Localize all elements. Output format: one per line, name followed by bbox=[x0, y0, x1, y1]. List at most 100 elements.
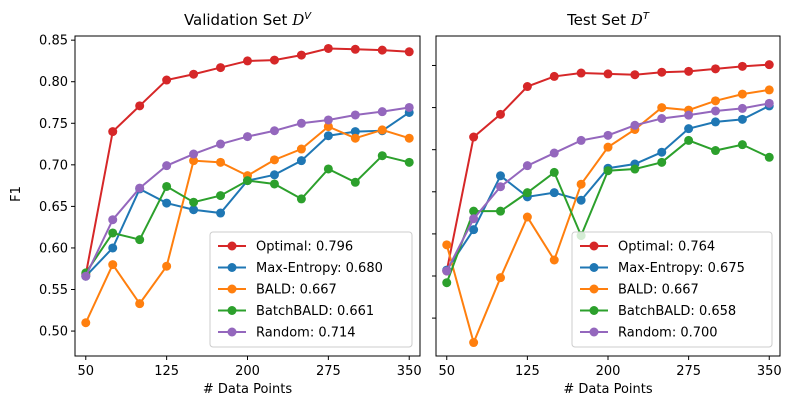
data-point-bald bbox=[377, 125, 387, 135]
data-point-bald bbox=[269, 155, 279, 165]
legend-marker bbox=[589, 327, 599, 337]
data-point-optimal bbox=[684, 66, 694, 76]
data-point-max-entropy bbox=[576, 195, 586, 205]
y-tick-label: 0.65 bbox=[39, 200, 68, 215]
data-point-max-entropy bbox=[496, 171, 505, 181]
data-point-random bbox=[764, 98, 774, 108]
data-point-optimal bbox=[404, 47, 414, 57]
legend-entry-label: BALD: 0.667 bbox=[256, 283, 337, 298]
data-point-optimal bbox=[711, 64, 720, 74]
data-point-random bbox=[522, 161, 532, 171]
y-tick-label: 0.55 bbox=[39, 283, 68, 298]
data-point-max-entropy bbox=[216, 208, 226, 218]
data-point-bald bbox=[442, 240, 452, 250]
data-point-batchbald bbox=[684, 135, 694, 145]
data-point-optimal bbox=[603, 69, 613, 79]
data-point-random bbox=[323, 115, 333, 125]
data-point-batchbald bbox=[296, 194, 306, 204]
x-tick-label: 350 bbox=[397, 364, 422, 379]
data-point-bald bbox=[711, 96, 720, 106]
data-point-batchbald bbox=[522, 188, 532, 198]
legend-entry-label: Optimal: 0.764 bbox=[618, 240, 715, 255]
data-point-random bbox=[630, 120, 640, 130]
legend-entry-label: Max-Entropy: 0.680 bbox=[256, 261, 383, 276]
data-point-bald bbox=[469, 338, 479, 348]
x-tick-label: 125 bbox=[515, 364, 540, 379]
data-point-optimal bbox=[135, 101, 145, 111]
data-point-bald bbox=[496, 273, 505, 283]
data-point-bald bbox=[81, 318, 91, 328]
data-point-bald bbox=[216, 157, 226, 167]
data-point-bald bbox=[189, 156, 199, 166]
data-point-batchbald bbox=[469, 206, 479, 216]
data-point-bald bbox=[108, 260, 118, 270]
data-point-bald bbox=[576, 179, 586, 189]
data-point-bald bbox=[549, 255, 559, 265]
data-point-bald bbox=[764, 85, 774, 95]
data-point-random bbox=[603, 130, 613, 140]
data-point-optimal bbox=[377, 45, 387, 55]
data-point-bald bbox=[350, 133, 360, 143]
data-point-bald bbox=[323, 122, 333, 132]
data-point-random bbox=[404, 102, 414, 112]
legend-entry-label: Optimal: 0.796 bbox=[256, 240, 353, 255]
data-point-optimal bbox=[189, 69, 199, 79]
data-point-optimal bbox=[496, 109, 505, 119]
data-point-random bbox=[496, 182, 505, 192]
y-axis-label: F1 bbox=[9, 186, 24, 202]
data-point-max-entropy bbox=[296, 156, 306, 166]
data-point-batchbald bbox=[108, 228, 118, 238]
data-point-optimal bbox=[469, 132, 479, 142]
panel-title: Validation Set DV bbox=[184, 11, 312, 29]
data-point-bald bbox=[522, 212, 532, 222]
data-point-batchbald bbox=[442, 278, 452, 288]
data-point-random bbox=[350, 110, 360, 120]
y-tick-label: 0.85 bbox=[39, 34, 68, 49]
legend-entry-label: Random: 0.714 bbox=[256, 326, 356, 341]
data-point-batchbald bbox=[377, 151, 387, 161]
data-point-random bbox=[684, 110, 694, 120]
legend-marker bbox=[227, 241, 237, 251]
data-point-batchbald bbox=[243, 176, 252, 186]
data-point-optimal bbox=[296, 50, 306, 60]
x-axis-label: # Data Points bbox=[563, 382, 652, 397]
y-tick-label: 0.60 bbox=[39, 241, 68, 256]
data-point-random bbox=[189, 149, 199, 159]
data-point-batchbald bbox=[549, 167, 559, 177]
legend-marker bbox=[589, 241, 599, 251]
data-point-random bbox=[576, 135, 586, 145]
x-tick-label: 50 bbox=[78, 364, 95, 379]
data-point-optimal bbox=[243, 56, 252, 66]
data-point-batchbald bbox=[657, 157, 667, 167]
legend-marker bbox=[227, 327, 237, 337]
data-point-max-entropy bbox=[469, 225, 479, 235]
data-point-batchbald bbox=[711, 146, 720, 156]
data-point-batchbald bbox=[269, 179, 279, 189]
validation-panel: Validation Set DV 50 125 200 275 350 # Data Po… bbox=[39, 11, 422, 397]
data-point-batchbald bbox=[216, 191, 226, 201]
data-point-bald bbox=[657, 103, 667, 113]
data-point-max-entropy bbox=[350, 127, 360, 137]
legend-marker bbox=[227, 306, 237, 315]
data-point-optimal bbox=[549, 71, 559, 81]
data-point-optimal bbox=[269, 55, 279, 65]
legend-entry-label: Random: 0.700 bbox=[618, 326, 718, 341]
data-point-random bbox=[657, 114, 667, 124]
data-point-bald bbox=[603, 142, 613, 152]
data-point-batchbald bbox=[603, 166, 613, 176]
axes-frame bbox=[435, 35, 781, 357]
data-point-bald bbox=[404, 133, 414, 143]
data-point-optimal bbox=[108, 127, 118, 137]
x-tick-label: 200 bbox=[235, 364, 260, 379]
data-point-random bbox=[442, 266, 452, 276]
y-tick-label: 0.50 bbox=[39, 325, 68, 340]
data-point-max-entropy bbox=[737, 114, 747, 124]
data-point-batchbald bbox=[737, 140, 747, 150]
data-point-random bbox=[135, 183, 145, 193]
data-point-max-entropy bbox=[711, 117, 720, 127]
data-point-optimal bbox=[737, 61, 747, 71]
y-tick-label: 0.70 bbox=[39, 158, 68, 173]
data-point-random bbox=[216, 139, 226, 149]
data-point-max-entropy bbox=[549, 188, 559, 198]
